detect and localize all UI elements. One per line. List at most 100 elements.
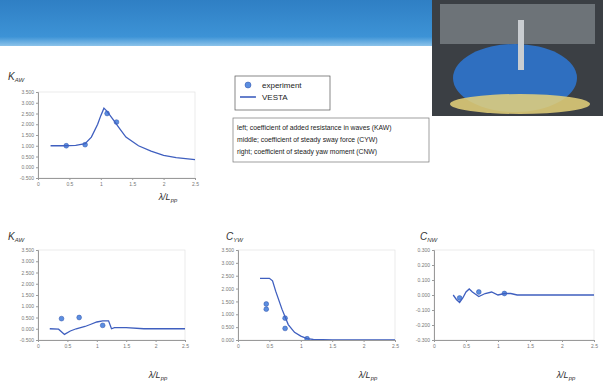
x-tick-label: 2 (561, 343, 564, 349)
y-tick-label: 1.500 (221, 299, 234, 305)
x-tick: 1 (497, 340, 500, 349)
plot-area (51, 108, 195, 160)
y-tick-mark (36, 103, 38, 104)
y-axis-line (36, 93, 39, 179)
x-tick-label: 0.5 (66, 181, 73, 187)
legend-box (235, 76, 330, 110)
y-tick-mark (36, 178, 38, 179)
x-tick: 0.5 (66, 178, 73, 187)
y-tick-label: 1.000 (221, 311, 234, 317)
y-tick-mark (432, 325, 434, 326)
chart: 00.511.522.5-0.5000.0000.5001.0001.5002.… (8, 231, 189, 381)
x-tick-label: 0.5 (266, 343, 273, 349)
x-tick: 1 (96, 340, 99, 349)
y-tick: 0.300 (417, 247, 434, 253)
y-tick-label: -0.200 (416, 322, 430, 328)
x-tick-label: 2 (363, 343, 366, 349)
point (476, 290, 481, 295)
y-axis: -0.5000.0000.5001.0001.5002.0002.5003.00… (20, 89, 39, 181)
y-tick-mark (36, 273, 38, 274)
annotation-box: left; coefficient of added resistance in… (233, 118, 429, 162)
y-tick-label: 1.500 (21, 132, 34, 138)
y-tick: 0.000 (417, 292, 434, 298)
x-tick-label: 1 (96, 343, 99, 349)
x-tick: 0.5 (463, 340, 470, 349)
y-tick-mark (236, 289, 238, 290)
y-tick-mark (36, 114, 38, 115)
x-axis-line (239, 341, 396, 343)
y-tick-label: 3.500 (221, 247, 234, 253)
y-axis-line (432, 251, 435, 341)
legend-label: VESTA (262, 93, 288, 102)
x-tick-label: 1.5 (123, 343, 130, 349)
y-tick: 3.000 (21, 258, 38, 264)
point (100, 323, 105, 328)
photo-spray (450, 94, 590, 114)
x-tick: 0 (37, 340, 40, 349)
x-tick: 2 (561, 340, 564, 349)
x-tick-label: 0 (237, 343, 240, 349)
x-tick: 1 (100, 178, 103, 187)
y-tick-mark (36, 157, 38, 158)
x-tick: 2 (363, 340, 366, 349)
y-tick-label: 1.000 (21, 303, 34, 309)
plot-frame (238, 250, 395, 340)
point (264, 302, 269, 307)
y-tick-label: 2.000 (21, 281, 34, 287)
y-tick-label: 0.500 (21, 315, 34, 321)
x-tick-label: 2.5 (192, 181, 199, 187)
x-tick-label: 1 (497, 343, 500, 349)
y-tick: 3.500 (21, 247, 38, 253)
y-tick-mark (36, 318, 38, 319)
y-tick-label: 0.500 (21, 154, 34, 160)
y-axis-title: CNW (420, 231, 439, 243)
y-tick: 2.000 (21, 121, 38, 127)
y-axis: 0.0000.5001.0001.5002.0002.5003.0003.500 (221, 247, 238, 343)
y-tick: 3.500 (221, 247, 238, 253)
y-tick-mark (236, 276, 238, 277)
chart: 00.511.522.50.0000.5001.0001.5002.0002.5… (221, 231, 399, 381)
y-tick: 1.000 (21, 143, 38, 149)
y-tick-mark (432, 280, 434, 281)
y-tick: 2.500 (21, 270, 38, 276)
curve (260, 278, 395, 340)
x-axis: 00.511.522.5 (237, 340, 399, 349)
plot-area (260, 278, 395, 340)
y-tick: 1.500 (21, 132, 38, 138)
y-tick-label: 2.000 (221, 286, 234, 292)
y-tick: -0.300 (416, 337, 434, 343)
x-tick: 2 (163, 178, 166, 187)
y-tick: -0.500 (20, 337, 38, 343)
y-tick-mark (432, 250, 434, 251)
y-tick: -0.500 (20, 175, 38, 181)
x-axis: 00.511.522.5 (37, 178, 199, 187)
x-tick-label: 0 (37, 343, 40, 349)
x-tick: 0 (433, 340, 436, 349)
plot-frame (434, 250, 594, 340)
y-tick: 3.000 (21, 100, 38, 106)
x-tick: 0.5 (266, 340, 273, 349)
x-tick: 1 (300, 340, 303, 349)
y-axis-title: CYW (226, 231, 244, 243)
y-tick-mark (236, 340, 238, 341)
point (283, 326, 288, 331)
photo-structure (440, 4, 595, 44)
y-tick: 0.000 (21, 326, 38, 332)
y-tick: -0.100 (416, 307, 434, 313)
x-tick-label: 2.5 (392, 343, 399, 349)
y-tick-label: 0.100 (417, 277, 430, 283)
x-tick: 2 (155, 340, 158, 349)
y-tick-mark (432, 340, 434, 341)
y-tick: 1.000 (221, 311, 238, 317)
y-tick-label: 3.000 (221, 260, 234, 266)
x-axis-title: λ/Lpp (148, 370, 168, 381)
y-tick: 1.000 (21, 303, 38, 309)
x-tick-label: 0.5 (64, 343, 71, 349)
y-tick-label: 2.500 (221, 273, 234, 279)
x-tick-label: 0.5 (463, 343, 470, 349)
x-tick-label: 1.5 (527, 343, 534, 349)
x-tick-label: 2.5 (182, 343, 189, 349)
curve (51, 108, 195, 160)
y-axis: -0.5000.0000.5001.0001.5002.0002.5003.00… (20, 247, 39, 343)
y-tick-label: 2.500 (21, 270, 34, 276)
